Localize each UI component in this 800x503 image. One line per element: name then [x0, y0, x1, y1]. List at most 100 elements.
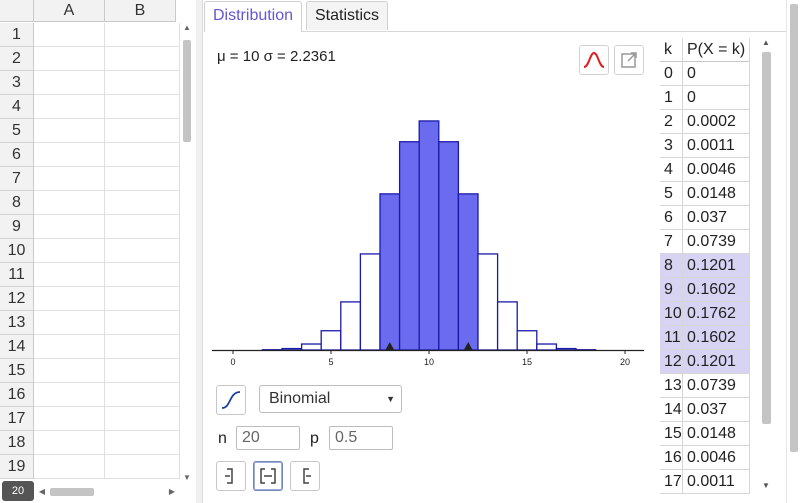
table-row[interactable]: 13 0.0739 — [660, 374, 750, 398]
interval-low-marker[interactable] — [384, 342, 395, 351]
sheet-vscroll-thumb[interactable] — [183, 40, 191, 142]
cell-b3[interactable] — [105, 71, 180, 95]
table-row[interactable]: 6 0.037 — [660, 206, 750, 230]
cell-b15[interactable] — [105, 359, 180, 383]
tab-statistics[interactable]: Statistics — [306, 1, 389, 30]
cell-a16[interactable] — [34, 383, 105, 407]
cell-a15[interactable] — [34, 359, 105, 383]
row-header[interactable]: 16 — [0, 383, 34, 407]
view-divider[interactable] — [196, 0, 203, 503]
row-header[interactable]: 9 — [0, 215, 34, 239]
scroll-down-icon[interactable]: ▼ — [183, 473, 191, 482]
table-row[interactable]: 12 0.1201 — [660, 350, 750, 374]
table-row[interactable]: 8 0.1201 — [660, 254, 750, 278]
cell-b9[interactable] — [105, 215, 180, 239]
row-header[interactable]: 13 — [0, 311, 34, 335]
distribution-select[interactable]: Binomial ▼ — [259, 385, 402, 413]
scroll-down-icon[interactable]: ▼ — [762, 481, 770, 490]
param-p-input[interactable]: 0.5 — [329, 426, 393, 450]
page-vertical-scrollbar[interactable] — [786, 0, 800, 503]
cell-a1[interactable] — [34, 23, 105, 47]
table-row[interactable]: 2 0.0002 — [660, 110, 750, 134]
table-row[interactable]: 4 0.0046 — [660, 158, 750, 182]
row-header[interactable]: 18 — [0, 431, 34, 455]
sheet-corner[interactable] — [0, 0, 34, 22]
interval-high-marker[interactable] — [463, 342, 474, 351]
column-header-a[interactable]: A — [34, 0, 105, 22]
row-header[interactable]: 19 — [0, 455, 34, 479]
table-row[interactable]: 16 0.0046 — [660, 446, 750, 470]
row-header[interactable]: 15 — [0, 359, 34, 383]
table-row[interactable]: 3 0.0011 — [660, 134, 750, 158]
cell-a13[interactable] — [34, 311, 105, 335]
cell-a8[interactable] — [34, 191, 105, 215]
row-header[interactable]: 5 — [0, 119, 34, 143]
row-header[interactable]: 8 — [0, 191, 34, 215]
cell-a14[interactable] — [34, 335, 105, 359]
cell-a11[interactable] — [34, 263, 105, 287]
column-header-b[interactable]: B — [105, 0, 176, 22]
cell-a17[interactable] — [34, 407, 105, 431]
cell-b1[interactable] — [105, 23, 180, 47]
cell-a19[interactable] — [34, 455, 105, 479]
page-vscroll-thumb[interactable] — [790, 4, 798, 452]
export-button[interactable] — [614, 45, 644, 75]
cell-a12[interactable] — [34, 287, 105, 311]
cell-a7[interactable] — [34, 167, 105, 191]
param-n-input[interactable]: 20 — [236, 426, 300, 450]
cell-b6[interactable] — [105, 143, 180, 167]
sheet-hscroll-thumb[interactable] — [50, 488, 94, 496]
cell-b17[interactable] — [105, 407, 180, 431]
table-row[interactable]: 14 0.037 — [660, 398, 750, 422]
cell-b16[interactable] — [105, 383, 180, 407]
row-header[interactable]: 4 — [0, 95, 34, 119]
cell-a6[interactable] — [34, 143, 105, 167]
row-header[interactable]: 10 — [0, 239, 34, 263]
scroll-left-icon[interactable]: ◀ — [38, 487, 46, 496]
sheet-horizontal-scrollbar[interactable]: ◀ ▶ — [34, 484, 180, 500]
table-row[interactable]: 5 0.0148 — [660, 182, 750, 206]
cell-b8[interactable] — [105, 191, 180, 215]
row-header[interactable]: 2 — [0, 47, 34, 71]
cell-a5[interactable] — [34, 119, 105, 143]
row-header[interactable]: 6 — [0, 143, 34, 167]
cell-b2[interactable] — [105, 47, 180, 71]
row-header[interactable]: 14 — [0, 335, 34, 359]
scroll-up-icon[interactable]: ▲ — [762, 38, 770, 47]
cell-b18[interactable] — [105, 431, 180, 455]
row-header[interactable]: 3 — [0, 71, 34, 95]
cell-b5[interactable] — [105, 119, 180, 143]
cell-b14[interactable] — [105, 335, 180, 359]
interval-button[interactable] — [253, 461, 283, 491]
table-row[interactable]: 15 0.0148 — [660, 422, 750, 446]
table-row[interactable]: 9 0.1602 — [660, 278, 750, 302]
tab-distribution[interactable]: Distribution — [204, 1, 303, 32]
cell-a18[interactable] — [34, 431, 105, 455]
cell-a4[interactable] — [34, 95, 105, 119]
right-sided-button[interactable] — [290, 461, 320, 491]
row-header[interactable]: 1 — [0, 23, 34, 47]
cell-b10[interactable] — [105, 239, 180, 263]
cell-b12[interactable] — [105, 287, 180, 311]
table-vertical-scrollbar[interactable]: ▲ ▼ — [758, 38, 774, 490]
table-header-row[interactable]: k P(X = k) — [660, 38, 750, 62]
cumulative-toggle-button[interactable] — [216, 385, 246, 415]
cell-b13[interactable] — [105, 311, 180, 335]
row-header[interactable]: 7 — [0, 167, 34, 191]
table-row[interactable]: 17 0.0011 — [660, 470, 750, 494]
cell-b19[interactable] — [105, 455, 180, 479]
cell-a2[interactable] — [34, 47, 105, 71]
left-sided-button[interactable] — [216, 461, 246, 491]
row-header[interactable]: 17 — [0, 407, 34, 431]
table-row[interactable]: 11 0.1602 — [660, 326, 750, 350]
normal-overlay-button[interactable] — [579, 45, 609, 75]
cell-b11[interactable] — [105, 263, 180, 287]
cell-a10[interactable] — [34, 239, 105, 263]
cell-a3[interactable] — [34, 71, 105, 95]
table-row[interactable]: 7 0.0739 — [660, 230, 750, 254]
cell-b7[interactable] — [105, 167, 180, 191]
row-header[interactable]: 12 — [0, 287, 34, 311]
cell-b4[interactable] — [105, 95, 180, 119]
